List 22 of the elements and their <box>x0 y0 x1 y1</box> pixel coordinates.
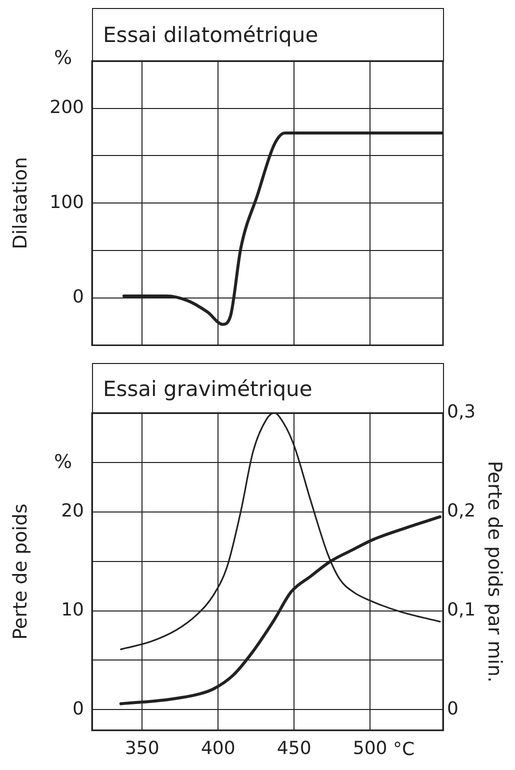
y-axis-title: Dilatation <box>9 156 32 250</box>
text: % <box>54 451 72 473</box>
text: % <box>54 47 72 69</box>
y-tick-label: 0 <box>72 698 84 720</box>
y-tick-label: 100 <box>50 192 84 213</box>
y-tick-label: 0 <box>72 286 84 308</box>
y-tick-label: 10 <box>61 599 84 620</box>
chart-title: Essai gravimétrique <box>92 363 444 414</box>
x-tick-label: 400 <box>200 738 236 759</box>
y2-tick-label: 0 <box>447 698 458 720</box>
y2-tick-label: 0,2 <box>447 500 476 522</box>
chart-title: Essai dilatométrique <box>92 8 444 62</box>
y2-axis-title: Perte de poids par min. <box>484 460 506 683</box>
y2-tick-label: 0,1 <box>447 599 476 620</box>
y-tick-label: 20 <box>61 500 84 522</box>
x-tick-label: 350 <box>124 738 160 759</box>
y-axis-title: Perte de poids <box>9 504 32 640</box>
y2-tick-label: 0,3 <box>447 402 476 423</box>
x-axis-title: °C <box>391 739 417 760</box>
x-tick-label: 500 <box>352 738 388 759</box>
y-tick-label: 200 <box>50 97 84 118</box>
x-tick-label: 450 <box>276 738 312 759</box>
